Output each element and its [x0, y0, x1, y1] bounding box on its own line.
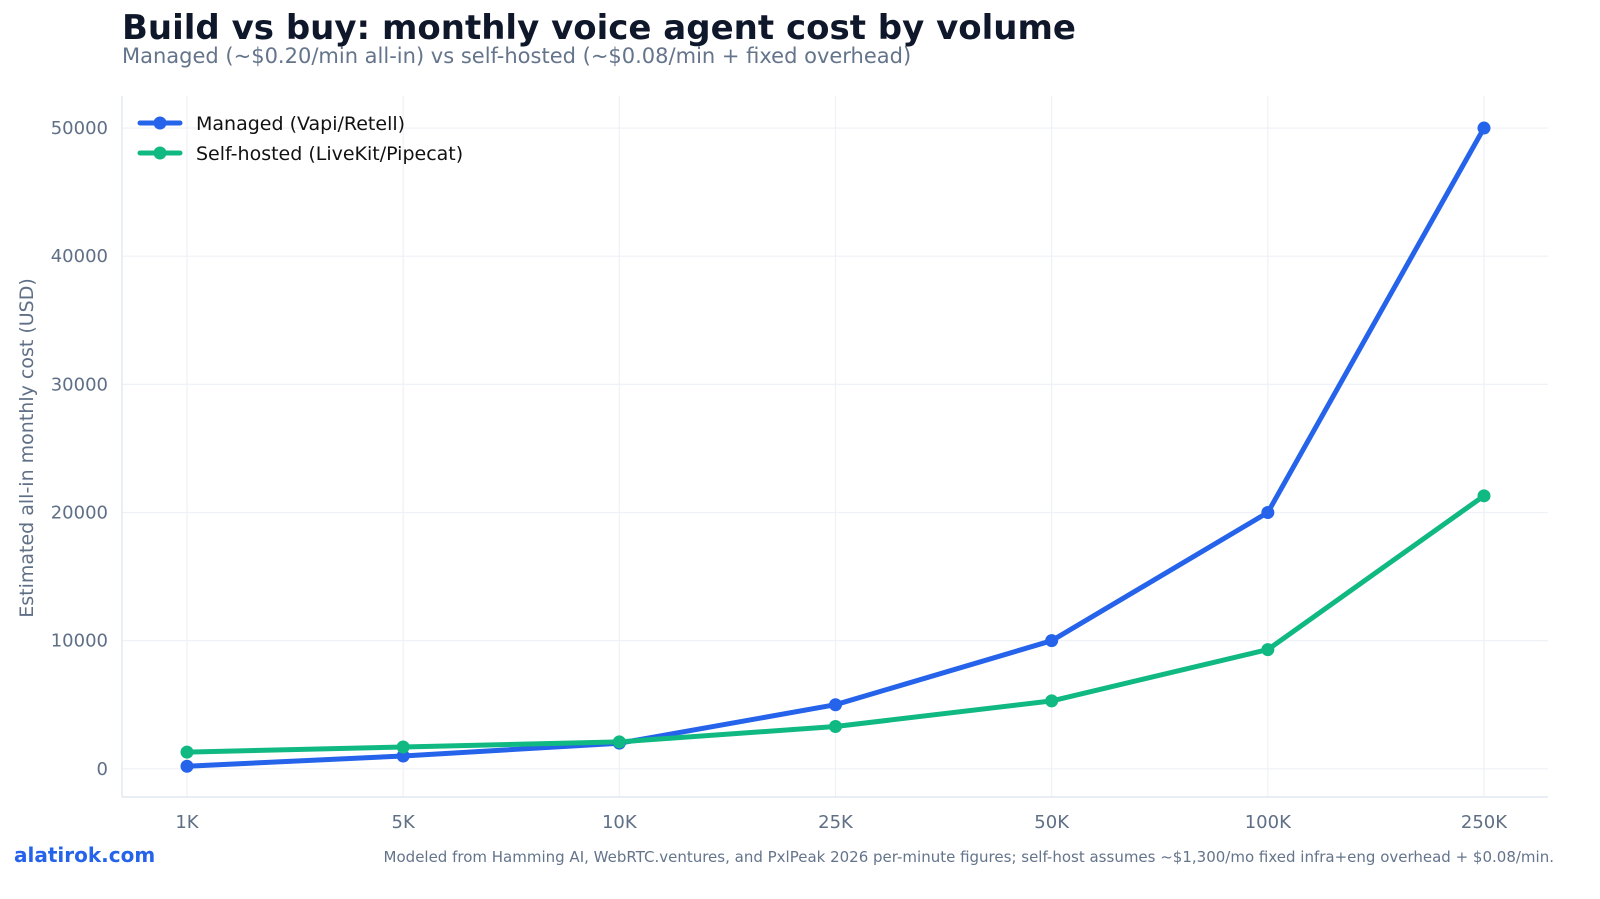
x-tick-label: 10K	[602, 812, 638, 833]
grid-lines	[122, 96, 1548, 797]
y-tick-label: 50000	[51, 118, 108, 139]
legend-swatch-marker	[153, 146, 167, 160]
chart-subtitle: Managed (~$0.20/min all-in) vs self-host…	[122, 44, 912, 68]
legend-label: Self-hosted (LiveKit/Pipecat)	[196, 143, 463, 165]
legend-item: Managed (Vapi/Retell)	[137, 113, 405, 135]
data-point	[396, 749, 410, 763]
legend-item: Self-hosted (LiveKit/Pipecat)	[137, 143, 463, 165]
data-point	[180, 759, 194, 773]
brand-link[interactable]: alatirok.com	[14, 843, 156, 867]
chart-title: Build vs buy: monthly voice agent cost b…	[122, 8, 1076, 48]
data-point	[180, 745, 194, 759]
data-point	[612, 735, 626, 749]
series-points	[180, 121, 1491, 773]
data-point	[1261, 643, 1275, 657]
legend-label: Managed (Vapi/Retell)	[196, 113, 405, 135]
tick-labels: 0 10000 20000 30000 40000 50000 1K 5K 10K 25K 50K 1…	[51, 118, 1509, 833]
legend-swatch-marker	[153, 116, 167, 130]
x-tick-label: 250K	[1461, 812, 1508, 833]
data-point	[1477, 121, 1491, 135]
y-axis-title: Estimated all-in monthly cost (USD)	[16, 278, 38, 618]
data-point	[1045, 694, 1059, 708]
y-tick-label: 0	[97, 759, 108, 780]
data-point	[1261, 505, 1275, 519]
x-tick-label: 50K	[1034, 812, 1070, 833]
x-tick-label: 5K	[392, 812, 416, 833]
x-tick-label: 100K	[1245, 812, 1292, 833]
y-tick-label: 30000	[51, 374, 108, 395]
legend: Managed (Vapi/Retell) Self-hosted (LiveKi…	[137, 113, 463, 165]
x-tick-label: 25K	[818, 812, 854, 833]
y-tick-label: 10000	[51, 631, 108, 652]
data-point	[396, 740, 410, 754]
data-point	[829, 698, 842, 712]
y-tick-label: 20000	[51, 502, 108, 523]
axes	[121, 96, 1548, 798]
data-point	[829, 720, 842, 734]
data-point	[1477, 489, 1491, 503]
x-tick-label: 1K	[175, 812, 199, 833]
data-point	[1045, 634, 1059, 648]
y-tick-label: 40000	[51, 246, 108, 267]
source-note: Modeled from Hamming AI, WebRTC.ventures…	[383, 848, 1554, 866]
